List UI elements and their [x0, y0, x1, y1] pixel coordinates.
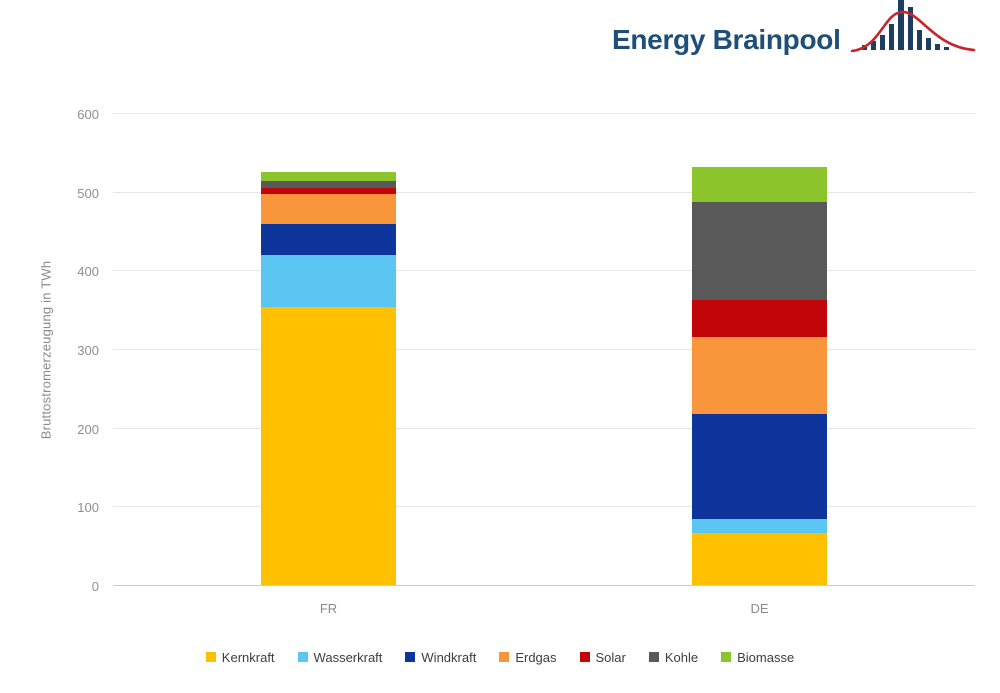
y-tick-label: 0 — [91, 579, 99, 594]
bar-segment-erdgas-de — [692, 337, 827, 414]
gridline — [113, 113, 975, 114]
legend-label: Kernkraft — [221, 649, 275, 665]
logo-histogram-icon — [850, 0, 976, 53]
legend-item-erdgas: Erdgas — [499, 649, 557, 665]
y-axis-title: Bruttostromerzeugung in TWh — [38, 260, 54, 440]
legend-label: Kohle — [664, 649, 699, 665]
bar-segment-solar-de — [692, 300, 827, 338]
y-tick-label: 100 — [77, 500, 99, 516]
legend-label: Solar — [595, 649, 626, 665]
bar-segment-wasserkraft-fr — [261, 255, 396, 308]
legend-item-windkraft: Windkraft — [405, 650, 476, 665]
bar-segment-windkraft-de — [692, 413, 827, 519]
y-tick-label: 300 — [77, 343, 99, 358]
bar-segment-windkraft-fr — [261, 223, 396, 256]
legend-marker-icon — [205, 652, 216, 662]
legend-item-kohle: Kohle — [648, 649, 699, 665]
bar-segment-biomasse-fr — [261, 172, 396, 181]
stacked-bar-fr — [261, 172, 396, 585]
gridline — [113, 349, 975, 350]
x-category-label-fr: FR — [319, 601, 338, 616]
legend-label: Wasserkraft — [313, 649, 383, 665]
legend-item-solar: Solar — [579, 649, 626, 665]
y-tick-label: 500 — [77, 185, 99, 201]
bar-segment-kohle-de — [692, 201, 827, 301]
legend-marker-icon — [405, 652, 416, 662]
bar-segment-erdgas-fr — [261, 194, 396, 224]
bar-segment-solar-fr — [261, 187, 396, 195]
legend-label: Biomasse — [737, 649, 795, 665]
y-tick-label: 400 — [77, 264, 99, 280]
gridline — [113, 270, 975, 272]
plot-area: 0 100 200 300 400 500 600 FR DE — [77, 107, 975, 616]
bar-segment-wasserkraft-de — [692, 518, 827, 534]
bar-segment-biomasse-de — [692, 166, 827, 202]
y-tick-label: 600 — [77, 107, 99, 122]
logo-text: Energy Brainpool — [612, 24, 841, 55]
legend-marker-icon — [648, 652, 659, 662]
bar-segment-kernkraft-fr — [261, 307, 396, 585]
legend-marker-icon — [499, 652, 510, 662]
stacked-bar-de — [692, 166, 827, 585]
y-tick-label: 200 — [77, 421, 99, 437]
gridline — [113, 427, 975, 429]
logo-bell-curve — [850, 10, 976, 53]
x-category-label-de: DE — [750, 601, 769, 616]
x-axis-baseline — [113, 585, 975, 586]
legend-label: Erdgas — [515, 649, 557, 665]
logo-bars — [862, 0, 949, 50]
legend-label: Windkraft — [421, 649, 477, 665]
bar-segment-kohle-fr — [261, 180, 396, 188]
legend-marker-icon — [297, 652, 308, 662]
legend-item-biomasse: Biomasse — [721, 650, 794, 665]
legend: Kernkraft Wasserkraft Windkraft Erdgas Solar… — [0, 646, 1000, 668]
legend-marker-icon — [721, 652, 732, 662]
legend-marker-icon — [579, 652, 590, 662]
legend-item-wasserkraft: Wasserkraft — [297, 649, 383, 665]
bar-segment-kernkraft-de — [692, 533, 827, 585]
legend-item-kernkraft: Kernkraft — [205, 649, 275, 665]
gridline — [113, 506, 975, 508]
gridline — [113, 191, 975, 193]
